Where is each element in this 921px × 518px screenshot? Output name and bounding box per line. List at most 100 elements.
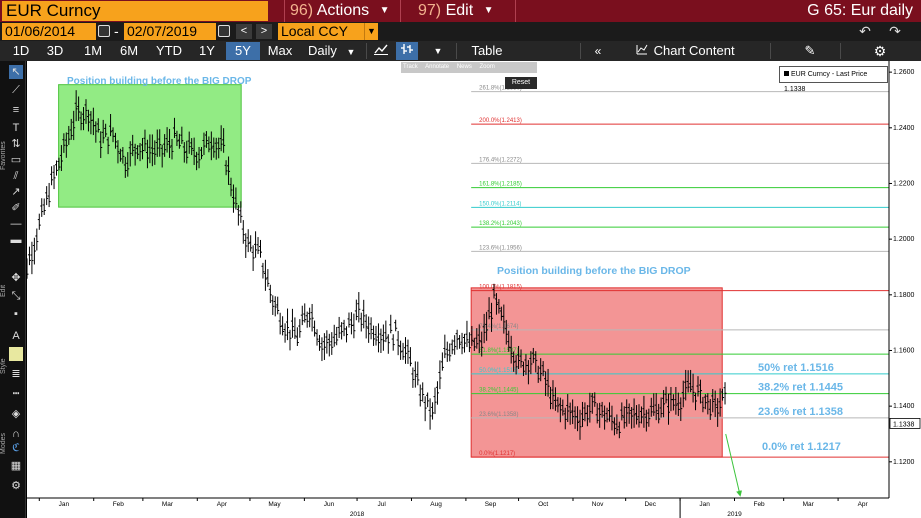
snap-icon[interactable]: ◈ [11,408,21,420]
line-style-icon[interactable]: ▬ [10,234,22,246]
y-tick-label: 1.2000 [893,236,915,243]
retracement-label: 50% ret 1.1516 [758,362,834,374]
chart-content-button[interactable]: Chart Content [636,42,756,60]
fib-level-label: 200.0%(1.2413) [479,118,522,124]
currency-select[interactable]: Local CCY ▼ [278,23,378,40]
y-tick-label: 1.1600 [893,347,915,354]
x-tick-label: Sep [485,501,497,508]
collapse-left-icon[interactable]: « [594,44,602,58]
fib-level-label: 176.4%(1.2272) [479,157,522,163]
overlay-menu: Track Annotate News Zoom [401,62,537,73]
date-range-row: 01/06/2014 - 02/07/2019 < > Local CCY ▼ … [0,22,921,41]
table-button[interactable]: Table [471,43,503,58]
chart-type-dropdown-icon[interactable]: ▼ [433,46,443,56]
overlay-zoom[interactable]: Zoom [479,64,495,70]
x-tick-label: Aug [430,501,442,508]
actions-menu[interactable]: 96) Actions ▼ [290,0,396,22]
line-chart-icon[interactable] [370,42,392,60]
line-weight-icon[interactable]: ≣ [11,368,21,380]
toolbar-separator [840,43,841,59]
arrow-tool-icon[interactable]: ↗ [11,186,21,198]
x-tick-label: Dec [644,501,656,508]
end-date-field[interactable]: 02/07/2019 [124,23,216,40]
legend-label: EUR Curncy - Last Price 1.1338 [784,71,868,93]
fib-level-label: 61.8%(1.1587) [479,348,518,354]
horizontal-line-icon[interactable]: — [10,218,22,230]
undo-icon[interactable]: ↶ [859,23,871,39]
green-highlight-box [58,84,242,208]
period-button-1d[interactable]: 1D [12,43,30,58]
red-box-annotation: Position building before the BIG DROP [497,265,691,277]
x-tick-label: Jul [377,501,386,508]
magnet-icon[interactable]: ∩ [12,428,20,440]
font-size-icon[interactable]: A [12,330,20,342]
date-separator: - [114,23,119,39]
tool-group-edit: Edit [0,284,7,298]
redo-icon[interactable]: ↷ [889,23,901,39]
move-icon[interactable]: ✥ [11,272,21,284]
x-tick-label: Mar [162,501,174,508]
security-ticker-field[interactable]: EUR Curncy [2,1,268,21]
start-date-field[interactable]: 01/06/2014 [2,23,96,40]
fib-level-label: 261.8%(1.2530) [479,86,522,92]
overlay-news[interactable]: News [456,64,472,70]
chart-content-label: Chart Content [653,43,735,58]
y-tick-label: 1.2600 [893,69,915,76]
tool-group-favorites: Favorites [0,141,7,171]
fib-level-label: 161.8%(1.2185) [479,182,522,188]
chevron-right-icon[interactable]: > [256,24,272,39]
period-button-ytd[interactable]: YTD [156,43,182,58]
green-box-annotation: Position building before the BIG DROP [67,76,252,87]
fib-level-label: 150.0%(1.2114) [479,201,521,207]
overlay-track[interactable]: Track [403,64,418,70]
frequency-select-value: Daily [308,43,337,58]
red-highlight-box [470,287,723,458]
resize-icon[interactable]: ⤡ [11,290,21,302]
bar-chart-icon[interactable] [396,42,418,60]
fib-level-label: 50.0%(1.1516) [479,368,518,374]
fib-level-label: 138.2%(1.2043) [479,221,522,227]
projection-arrow [725,433,743,497]
toolbar-separator [770,43,771,59]
pen-icon[interactable]: ✐ [11,202,21,214]
edit-menu[interactable]: 97) Edit ▼ [418,0,514,22]
trendline-icon[interactable]: ⟋ [12,84,20,96]
period-button-1y[interactable]: 1Y [199,43,215,58]
channel-icon[interactable]: ⫽ [13,170,19,182]
gear-icon[interactable]: ⚙ [873,43,887,59]
text-tool-icon[interactable]: T [12,122,20,134]
rectangle-tool-icon[interactable]: ▭ [10,154,22,166]
lock-icon[interactable]: ▪ [14,308,18,320]
period-button-max[interactable]: Max [267,43,293,58]
period-button-1m[interactable]: 1M [83,43,103,58]
period-button-6m[interactable]: 6M [119,43,139,58]
strip-gear-icon[interactable]: ⚙ [11,480,21,492]
x-tick-label: Nov [592,501,604,508]
x-year-label: 2018 [350,511,365,518]
overlay-reset-button[interactable]: Reset [505,77,537,89]
price-chart[interactable]: 261.8%(1.2530) 200.0%(1.2413) 176.4%(1.227… [27,61,921,518]
fibonacci-icon[interactable]: ≡ [12,104,20,116]
calendar-icon[interactable] [218,25,230,37]
line-dash-icon[interactable]: ┅ [12,388,20,400]
edit-pencil-icon[interactable]: ✎ [804,43,816,58]
x-tick-label: Oct [538,501,548,508]
fib-level-label: 76.4%(1.1674) [479,324,518,330]
title-separator [400,0,401,22]
calendar-icon[interactable] [98,25,110,37]
chevron-left-icon[interactable]: < [236,24,252,39]
crosshair-icon[interactable]: ℭ [12,442,20,454]
chart-area[interactable]: 261.8%(1.2530) 200.0%(1.2413) 176.4%(1.227… [27,61,921,518]
title-bar: EUR Curncy 96) Actions ▼ 97) Edit ▼ G 65… [0,0,921,22]
period-button-5y[interactable]: 5Y [226,42,260,60]
caret-down-icon: ▼ [379,5,390,16]
fill-color-icon[interactable] [9,347,23,361]
pointer-icon[interactable]: ↖ [9,65,23,79]
hide-icon[interactable]: ▦ [10,460,22,472]
y-tick-label: 1.2200 [893,180,915,187]
frequency-select[interactable]: Daily ▼ [304,42,364,60]
period-button-3d[interactable]: 3D [46,43,64,58]
retracement-icon[interactable]: ⇅ [11,138,21,150]
overlay-annotate[interactable]: Annotate [425,64,450,70]
chart-content-icon [636,42,650,60]
